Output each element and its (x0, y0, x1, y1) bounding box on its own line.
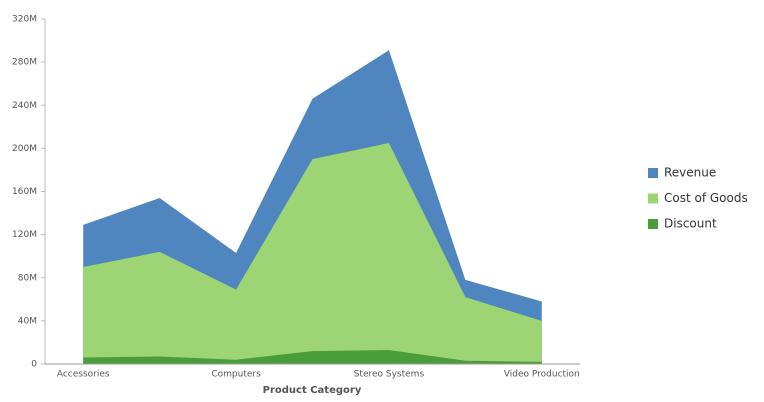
y-tick-label: 320M (12, 15, 37, 25)
y-tick-label: 160M (12, 187, 37, 197)
y-tick-label: 0 (31, 360, 37, 370)
y-tick-label: 80M (18, 273, 37, 283)
legend-label: Discount (664, 217, 717, 231)
legend-swatch (648, 168, 658, 178)
y-tick-label: 120M (12, 230, 37, 240)
y-tick-label: 280M (12, 58, 37, 68)
x-tick-label: Computers (211, 370, 261, 380)
area (83, 142, 542, 364)
x-tick-label: Video Production (504, 370, 580, 380)
y-tick-label: 40M (18, 316, 37, 326)
legend-label: Revenue (664, 166, 716, 180)
legend-label: Cost of Goods (664, 191, 748, 205)
y-tick-label: 240M (12, 101, 37, 111)
legend-swatch (648, 219, 658, 229)
x-tick-label: Stereo Systems (354, 370, 425, 380)
x-axis-title: Product Category (263, 385, 362, 396)
legend-swatch (648, 193, 658, 204)
area (83, 349, 542, 364)
x-tick-label: Accessories (57, 370, 110, 380)
y-tick-label: 200M (12, 144, 37, 154)
